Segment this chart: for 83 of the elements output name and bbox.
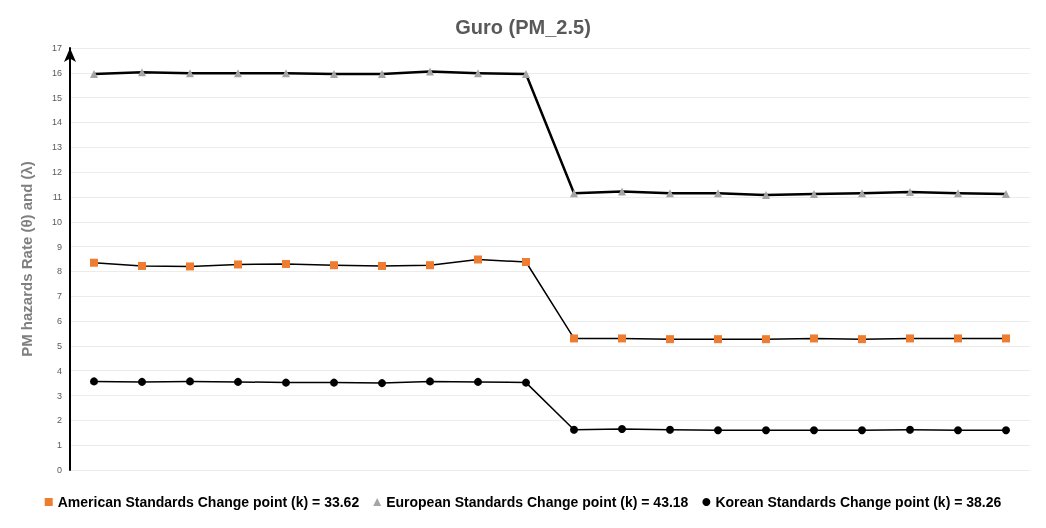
y-tick-label: 6: [56, 316, 62, 327]
legend-label: American Standards Change point (k) = 33.62: [57, 494, 360, 510]
point: [1002, 426, 1010, 435]
y-tick-label: 0: [56, 465, 62, 475]
point: [90, 70, 98, 79]
y-tick-label: 8: [56, 266, 62, 277]
point: [282, 69, 290, 78]
point: [906, 334, 914, 343]
point: [618, 425, 626, 434]
y-tick-label: 9: [56, 241, 62, 252]
point: [330, 261, 338, 270]
point: [234, 377, 242, 386]
point: [282, 378, 290, 387]
point: [1002, 334, 1010, 343]
y-tick-label: 3: [56, 390, 62, 401]
y-tick-label: 7: [56, 291, 62, 302]
point: [186, 69, 194, 78]
legend-label: Korean Standards Change point (k) = 38.26: [715, 494, 1002, 510]
point: [858, 426, 866, 435]
point: [474, 255, 482, 264]
point: [378, 70, 386, 79]
point: [330, 70, 338, 79]
point: [954, 334, 962, 343]
point: [906, 187, 914, 196]
point: [762, 335, 770, 344]
point: [90, 377, 98, 386]
point: [618, 187, 626, 196]
y-tick-label: 11: [52, 191, 62, 202]
point: [426, 261, 434, 270]
point: [138, 68, 146, 77]
point: [426, 67, 434, 76]
point: [666, 189, 674, 198]
y-axis-title: PM hazards Rate (θ) and (λ): [18, 161, 35, 357]
y-tick-label: 2: [56, 415, 62, 426]
y-tick-label: 16: [51, 67, 62, 78]
point: [810, 334, 818, 343]
point: [858, 189, 866, 198]
point: [378, 261, 386, 270]
point: [426, 377, 434, 386]
point: [906, 425, 914, 434]
point: [282, 259, 290, 268]
point: [522, 378, 530, 387]
point: [570, 334, 578, 343]
y-tick-label: 4: [56, 365, 62, 376]
y-tick-label: 13: [51, 142, 62, 153]
point: [810, 426, 818, 435]
point: [714, 189, 722, 198]
point: [954, 189, 962, 198]
point: [138, 261, 146, 270]
y-tick-label: 12: [51, 167, 62, 178]
y-tick-label: 15: [51, 92, 62, 103]
point: [234, 260, 242, 269]
point: [762, 190, 770, 199]
y-tick-label: 5: [56, 340, 62, 351]
point: [570, 189, 578, 198]
point: [714, 426, 722, 435]
point: [522, 257, 530, 266]
point: [186, 377, 194, 386]
point: [714, 335, 722, 344]
point: [138, 377, 146, 386]
point: [666, 425, 674, 434]
point: [522, 70, 530, 79]
point: [474, 69, 482, 78]
point: [330, 378, 338, 387]
legend-label: European Standards Change point (k) = 43.18: [386, 494, 689, 510]
y-tick-label: 1: [56, 440, 62, 451]
point: [618, 334, 626, 343]
point: [810, 189, 818, 198]
point: [858, 335, 866, 344]
point: [378, 379, 386, 388]
y-tick-label: 10: [51, 216, 62, 227]
point: [762, 426, 770, 435]
chart-title: Guro (PM_2.5): [455, 16, 591, 38]
point: [474, 377, 482, 386]
y-tick-label: 14: [51, 117, 62, 128]
point: [186, 262, 194, 271]
point: [234, 69, 242, 78]
y-tick-label: 17: [51, 43, 62, 53]
point: [666, 335, 674, 344]
point: [570, 425, 578, 434]
point: [1002, 189, 1010, 198]
point: [90, 258, 98, 267]
point: [954, 426, 962, 435]
